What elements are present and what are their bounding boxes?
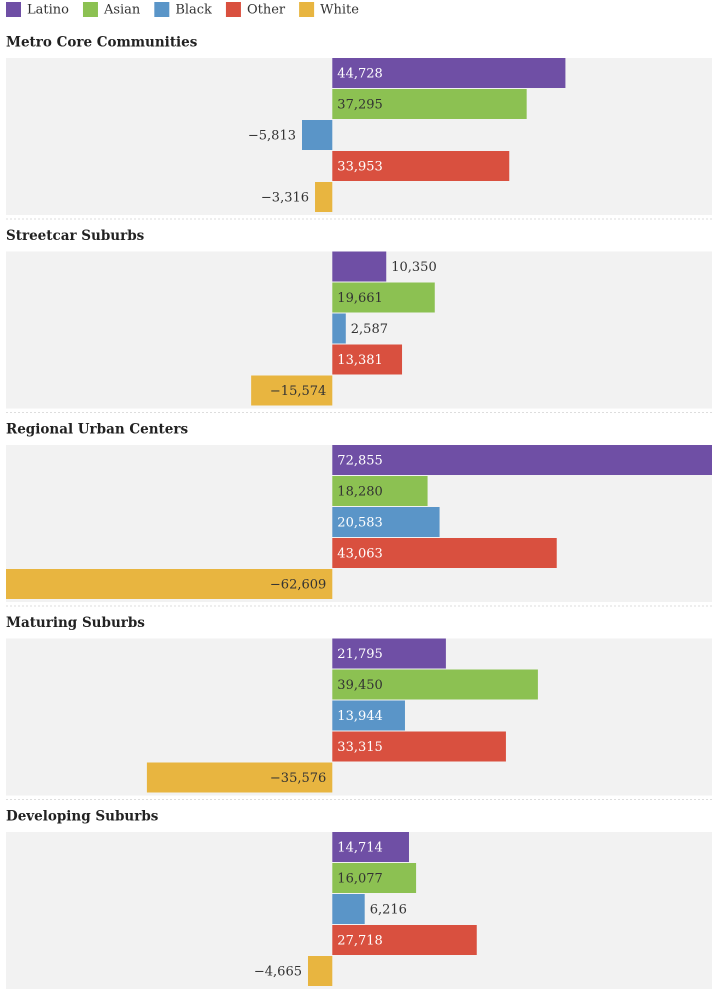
data-label: 21,795 [337, 647, 383, 662]
legend-swatch [6, 2, 21, 17]
legend-swatch [299, 2, 315, 17]
bar [332, 313, 346, 344]
panel-title: Streetcar Suburbs [6, 228, 145, 244]
data-label: 72,855 [337, 454, 383, 469]
panel-title: Maturing Suburbs [6, 615, 145, 631]
data-label: 19,661 [337, 291, 383, 306]
data-label: 20,583 [337, 516, 383, 531]
bar [315, 182, 333, 212]
panel-title: Regional Urban Centers [6, 422, 188, 438]
bar [332, 282, 435, 313]
legend-label: Latino [27, 3, 69, 18]
bar [332, 538, 557, 568]
data-label: 10,350 [391, 260, 437, 275]
bar [332, 638, 446, 669]
bar [332, 445, 712, 475]
panel-title: Developing Suburbs [6, 809, 159, 825]
bar [332, 669, 538, 700]
data-label: −5,813 [248, 129, 296, 144]
legend-label: Asian [103, 3, 141, 18]
bar [332, 731, 506, 762]
bar [332, 507, 440, 537]
data-label: −35,576 [270, 771, 326, 786]
data-label: 39,450 [337, 678, 383, 693]
bar [332, 925, 477, 955]
data-label: 33,315 [337, 740, 383, 755]
bar [332, 151, 510, 181]
data-label: 43,063 [337, 547, 383, 562]
data-label: 13,381 [337, 353, 383, 368]
panel-title: Metro Core Communities [6, 35, 198, 51]
bar [332, 344, 403, 375]
data-label: 44,728 [337, 67, 383, 82]
legend-label: White [320, 3, 359, 18]
data-label: 16,077 [337, 872, 383, 887]
bar [332, 700, 405, 731]
data-label: −15,574 [270, 384, 326, 399]
legend-swatch [154, 2, 170, 17]
legend-swatch [82, 2, 98, 17]
data-label: −4,665 [254, 965, 302, 980]
bar [332, 58, 566, 88]
legend-label: Black [175, 3, 212, 18]
data-label: 37,295 [337, 98, 383, 113]
bar [332, 863, 417, 893]
bar [332, 832, 409, 862]
data-label: −3,316 [261, 191, 309, 206]
bar [332, 251, 387, 282]
data-label: 6,216 [370, 903, 407, 918]
legend-swatch [225, 2, 241, 17]
bar [6, 569, 333, 599]
data-label: 27,718 [337, 934, 383, 949]
data-label: 33,953 [337, 160, 383, 175]
data-label: 14,714 [337, 841, 383, 856]
bar [332, 894, 365, 924]
bar [332, 476, 428, 506]
bar [146, 762, 333, 793]
legend-label: Other [247, 3, 286, 18]
bar [307, 956, 333, 986]
data-label: 13,944 [337, 709, 383, 724]
data-label: 2,587 [351, 322, 388, 337]
bar [251, 375, 333, 406]
data-label: −62,609 [270, 578, 326, 593]
data-label: 18,280 [337, 485, 383, 500]
bar [332, 89, 527, 119]
bar [302, 120, 333, 150]
